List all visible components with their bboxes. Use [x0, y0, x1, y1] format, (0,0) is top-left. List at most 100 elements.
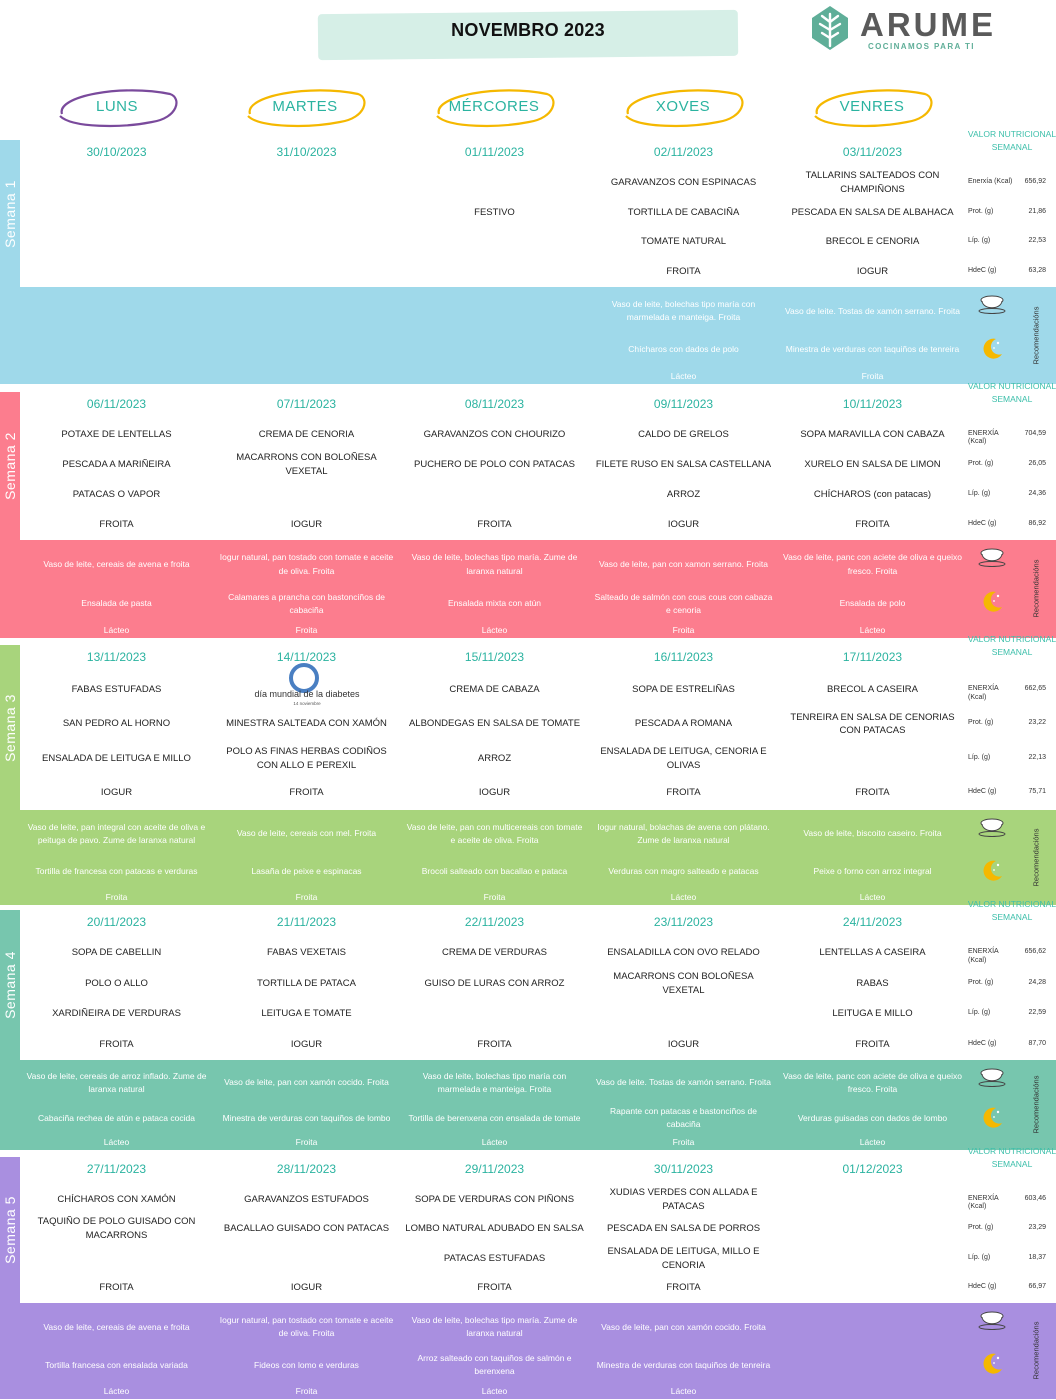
dinner-recommendation: Brocoli salteado con bacallao e pataca [421, 866, 568, 877]
breakfast-recommendation: Vaso de leite, cereais con mel. Froita [236, 828, 377, 839]
menu-item: XARDIÑEIRA DE VERDURAS [52, 1008, 181, 1020]
date-cell: 22/11/2023 [464, 915, 525, 930]
menu-item: FROITA [666, 266, 701, 278]
nutrition-label: HdeC (g) [968, 267, 997, 275]
menu-item: PATACAS O VAPOR [72, 489, 161, 501]
dinner-recommendation [778, 1347, 967, 1383]
recommendations-band [0, 810, 1056, 905]
nutrition-label: Prot. (g) [968, 1224, 994, 1232]
dessert-recommendation: Froita [861, 371, 884, 381]
day-header-3: MÉRCORES [429, 82, 559, 130]
nutrition-value: 22,53 [1028, 237, 1046, 245]
menu-item: ARROZ [666, 489, 701, 501]
menu-item: ARROZ [477, 752, 512, 764]
breakfast-recommendation: Vaso de leite, pan con multicereais con … [406, 821, 583, 845]
menu-item [589, 999, 778, 1030]
breakfast-recommendation: Iogur natural, pan tostado con tomate e … [219, 552, 394, 576]
menu-item: FROITA [99, 519, 134, 531]
day-header-5: VENRES [807, 82, 937, 130]
nutrition-title: VALOR NUTRICIONAL SEMANAL [967, 634, 1056, 657]
nutrition-label: Líp. (g) [968, 1009, 991, 1017]
menu-item: BRECOL E CENORIA [825, 236, 920, 248]
breakfast-recommendation: Vaso de leite, bolechas tipo maría. Zume… [411, 1314, 578, 1339]
nutrition-value: 18,37 [1028, 1253, 1046, 1261]
menu-item: FROITA [477, 1038, 512, 1050]
week-tab: Semana 5 [0, 1157, 20, 1303]
dessert-recommendation: Lácteo [103, 625, 130, 635]
menu-item: GUISO DE LURAS CON ARROZ [424, 977, 565, 989]
week-label: Semana 4 [2, 951, 18, 1019]
menu-item [778, 742, 967, 776]
date-cell: 16/11/2023 [653, 650, 714, 665]
dinner-recommendation: Chícharos con dados de polo [628, 344, 739, 355]
nutrition-value: 87,70 [1028, 1039, 1046, 1047]
week-tab: Semana 4 [0, 910, 20, 1060]
week-tab: Semana 1 [0, 140, 20, 287]
recommendations-label: Recomendacións [1030, 1306, 1042, 1396]
dinner-recommendation: Verduras guisadas con dados de lombo [797, 1112, 948, 1123]
dessert-recommendation: Lácteo [670, 892, 697, 902]
day-header-4: XOVES [618, 82, 748, 130]
menu-item: POTAXE DE LENTELLAS [61, 429, 172, 441]
day-oval [59, 89, 178, 128]
breakfast-recommendation [778, 1307, 967, 1347]
menu-item: IOGUR [667, 519, 700, 531]
brand-logo: ARUME COCINAMOS PARA TI [808, 4, 998, 52]
menu-item: BACALLAO GUISADO CON PATACAS [223, 1223, 390, 1235]
menu-item [22, 228, 211, 258]
breakfast-recommendation: Vaso de leite, pan con xamon serrano. Fr… [599, 558, 768, 569]
menu-item: MACARRONS CON BOLOÑESA VEXETAL [613, 970, 754, 996]
day-label: LUNS [95, 98, 138, 115]
menu-item: TORTILLA DE CABACIÑA [627, 206, 740, 218]
nutrition-title: VALOR NUTRICIONAL SEMANAL [967, 381, 1056, 404]
brand-name: ARUME [860, 6, 996, 43]
menu-item: SOPA DE VERDURAS CON PIÑONS [414, 1193, 575, 1205]
menu-item [778, 1244, 967, 1274]
moon-icon [980, 1351, 1004, 1380]
menu-item: FESTIVO [474, 206, 515, 218]
date-cell: 01/11/2023 [464, 145, 525, 160]
menu-item: SAN PEDRO AL HORNO [62, 718, 171, 730]
recommendations-label: Recomendacións [1030, 291, 1042, 381]
nutrition-value: 24,36 [1028, 490, 1046, 497]
dessert-recommendation: Lácteo [670, 1386, 697, 1396]
menu-item [778, 1185, 967, 1215]
menu-item: TOMATE NATURAL [641, 236, 726, 248]
menu-item: CREMA DE CABAZA [449, 684, 540, 696]
nutrition-label: ENERXÍA (Kcal) [968, 430, 999, 446]
menu-item: GARAVANZOS CON CHOURIZO [423, 429, 566, 441]
nutrition-label: ENERXÍA (Kcal) [968, 1194, 999, 1211]
week-tab: Semana 3 [0, 645, 20, 810]
date-cell: 09/11/2023 [653, 397, 714, 412]
menu-item [778, 1274, 967, 1304]
menu-item: GARAVANZOS CON ESPINACAS [610, 176, 757, 188]
breakfast-recommendation: Vaso de leite, bolechas tipo maría con m… [422, 1070, 567, 1094]
menu-item: RABAS [856, 977, 889, 989]
menu-item: FILETE RUSO EN SALSA CASTELLANA [595, 459, 772, 471]
nutrition-label: HdeC (g) [968, 1039, 997, 1047]
menu-item: TALLARINS SALTEADOS CON CHAMPIÑONS [805, 170, 940, 195]
dessert-recommendation: Froita [295, 625, 318, 635]
breakfast-recommendation: Vaso de leite, panc con aciete de oliva … [783, 1070, 962, 1094]
nutrition-value: 662,65 [1024, 685, 1046, 693]
menu-item [400, 228, 589, 258]
menu-item: CALDO DE GRELOS [638, 429, 729, 441]
recommendations-label-text: Recomendacións [1031, 306, 1041, 364]
diabetes-logo-date: 14 noviembre [293, 701, 321, 706]
nutrition-value: 23,29 [1028, 1224, 1046, 1232]
menu-item: TORTILLA DE PATACA [257, 977, 356, 989]
day-header-1: LUNS [52, 82, 182, 130]
tree-leaf-icon [812, 6, 848, 50]
menu-item [400, 480, 589, 510]
menu-item: MINESTRA SALTEADA CON XAMÓN [226, 718, 387, 730]
menu-item [22, 168, 211, 198]
menu-item [778, 1215, 967, 1245]
dessert-recommendation: Froita [483, 892, 506, 902]
breakfast-recommendation: Vaso de leite. Tostas de xamón serrano. … [596, 1077, 771, 1088]
breakfast-recommendation: Vaso de leite, bolechas tipo maría con m… [611, 299, 756, 323]
coffee-cup-icon [978, 816, 1006, 843]
dessert-recommendation: Froita [105, 892, 128, 902]
date-cell: 13/11/2023 [86, 650, 147, 665]
menu-item: MACARRONS CON BOLOÑESA VEXETAL [236, 452, 377, 477]
nutrition-value: 21,86 [1028, 207, 1046, 215]
